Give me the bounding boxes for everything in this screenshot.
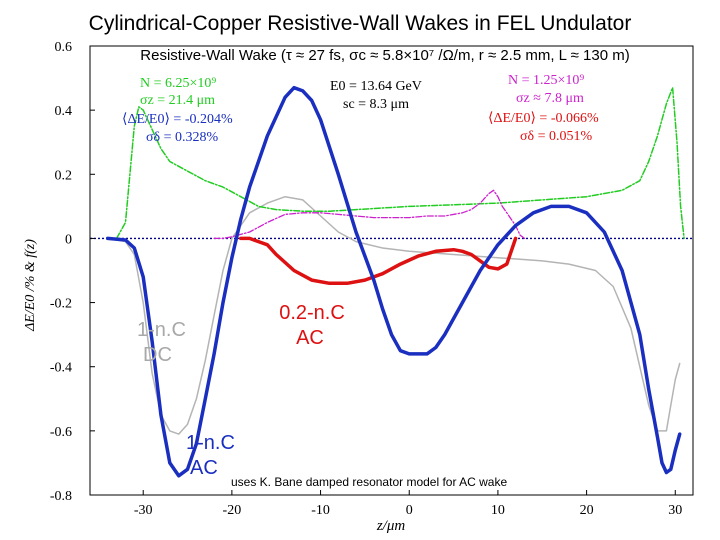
- x-tick-label: -20: [223, 503, 242, 518]
- beam-energy-label: E0 = 13.64 GeV: [330, 79, 422, 94]
- series-layer: [105, 85, 685, 478]
- y-tick-label: -0.6: [50, 425, 72, 440]
- x-tick-label: 10: [491, 503, 505, 518]
- beam-parameter-block: E0 = 13.64 GeV sc = 8.3 μm: [330, 79, 422, 112]
- y-tick-label: -0.8: [50, 489, 72, 504]
- axis-ticks: -30 -20 -10 0 10 20 30 -0.8 -0.6 -0.4 -0.2 0 0.2 0.4 0…: [50, 40, 682, 518]
- x-tick-label: -10: [311, 503, 330, 518]
- magenta-parameter-block: N = 1.25×10⁹ σz ≈ 7.8 μm: [508, 73, 584, 106]
- ac-1nc-label-line2: AC: [190, 457, 218, 479]
- y-tick-label: 0.4: [55, 104, 73, 119]
- green-parameter-block: N = 6.25×10⁹ σz = 21.4 μm: [140, 76, 216, 108]
- dc-1nc-label-line1: 1-n.C: [137, 319, 186, 341]
- y-axis-label: ΔE/E0 /% & f(z): [23, 239, 38, 332]
- x-tick-label: 0: [406, 503, 413, 518]
- y-tick-label: -0.2: [50, 297, 72, 312]
- magenta-param-n: N = 1.25×10⁹: [508, 73, 584, 88]
- magenta-param-sigma-z: σz ≈ 7.8 μm: [516, 91, 584, 106]
- y-tick-label: -0.4: [50, 361, 72, 376]
- ac-1nc-label-line1: 1-n.C: [186, 432, 235, 454]
- chart-title: Resistive-Wall Wake (τ ≈ 27 fs, σc ≈ 5.8…: [140, 47, 629, 64]
- blue-param-energy-spread: σδ = 0.328%: [146, 130, 219, 145]
- model-footnote: uses K. Bane damped resonator model for …: [231, 475, 507, 489]
- x-axis-label: z/μm: [376, 518, 406, 534]
- y-tick-label: 0.6: [55, 40, 73, 55]
- green-param-sigma-z: σz = 21.4 μm: [140, 93, 215, 108]
- x-tick-label: 30: [668, 503, 682, 518]
- y-tick-label: 0.2: [55, 168, 73, 183]
- red-param-mean-energy: ⟨ΔE/E0⟩ = -0.066%: [488, 111, 599, 126]
- ac-02nc-series-label: 0.2-n.C AC: [279, 302, 345, 349]
- y-tick-label: 0: [65, 232, 72, 247]
- ac-02nc-label-line2: AC: [296, 327, 324, 349]
- blue-parameter-block: ⟨ΔE/E0⟩ = -0.204% σδ = 0.328%: [122, 112, 233, 145]
- dc-1nc-curve: [106, 195, 681, 435]
- dc-1nc-series-label: 1-n.C DC: [137, 319, 186, 366]
- magenta-energy-spread-curve: [213, 189, 526, 240]
- ac-02nc-label-line1: 0.2-n.C: [279, 302, 345, 324]
- slippage-length-label: sc = 8.3 μm: [343, 97, 409, 112]
- red-param-energy-spread: σδ = 0.051%: [520, 129, 593, 144]
- green-energy-spread-curve: [115, 86, 685, 240]
- blue-param-mean-energy: ⟨ΔE/E0⟩ = -0.204%: [122, 112, 233, 127]
- green-param-n: N = 6.25×10⁹: [140, 76, 216, 91]
- ac-02nc-curve: [239, 236, 518, 286]
- red-parameter-block: ⟨ΔE/E0⟩ = -0.066% σδ = 0.051%: [488, 111, 599, 144]
- dc-1nc-label-line2: DC: [143, 344, 172, 366]
- ac-1nc-curve: [105, 85, 682, 478]
- plot-frame: [89, 45, 694, 496]
- x-tick-label: 20: [580, 503, 594, 518]
- slide-title: Cylindrical-Copper Resistive-Wall Wakes …: [88, 12, 632, 35]
- x-tick-label: -30: [134, 503, 153, 518]
- ac-1nc-series-label: 1-n.C AC: [186, 432, 235, 479]
